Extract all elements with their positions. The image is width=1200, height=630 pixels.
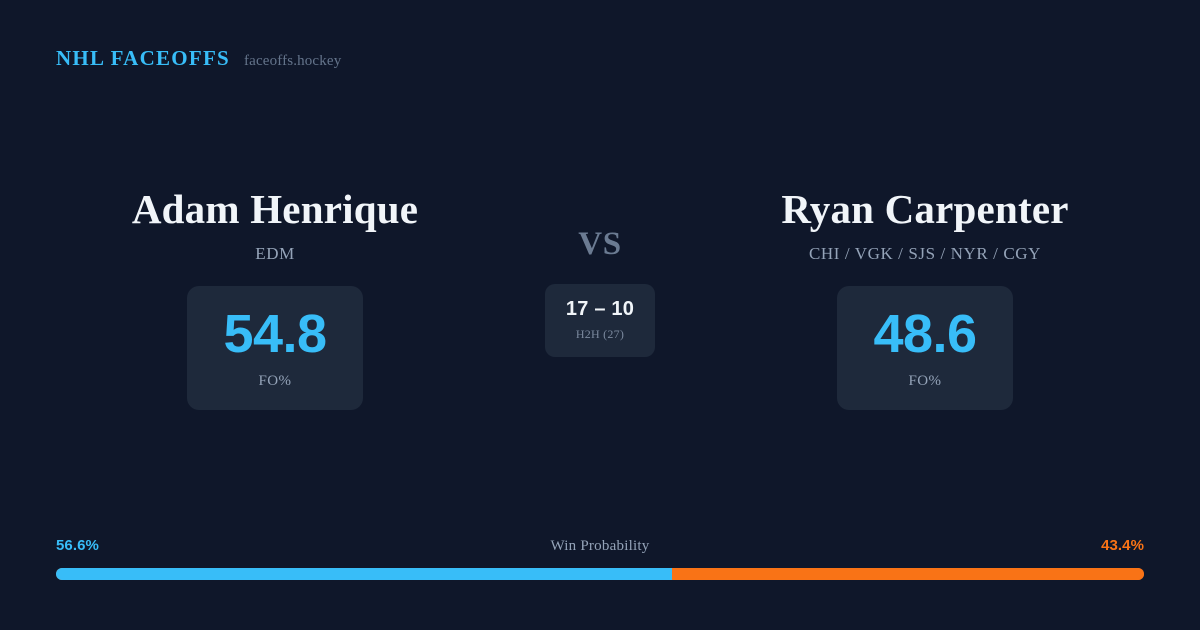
win-probability-bar bbox=[56, 568, 1144, 580]
player-right-teams: CHI / VGK / SJS / NYR / CGY bbox=[808, 244, 1042, 264]
brand-title: NHL FACEOFFS bbox=[56, 46, 230, 70]
site-domain: faceoffs.hockey bbox=[244, 53, 342, 69]
player-left-stat-label: FO% bbox=[258, 372, 292, 389]
matchup-row: Adam Henrique EDM 54.8 FO% VS 17 – 10 H2… bbox=[0, 186, 1200, 411]
win-probability-bar-left bbox=[56, 568, 672, 580]
player-left: Adam Henrique EDM 54.8 FO% bbox=[40, 186, 510, 411]
win-probability-left-pct: 56.6% bbox=[56, 537, 99, 554]
versus-column: VS 17 – 10 H2H (27) bbox=[510, 186, 690, 357]
player-left-faceoff-pct: 54.8 bbox=[223, 303, 327, 364]
player-left-teams: EDM bbox=[255, 244, 295, 264]
player-right-stat-label: FO% bbox=[908, 372, 942, 389]
versus-label: VS bbox=[578, 226, 622, 262]
win-probability-section: 56.6% Win Probability 43.4% bbox=[56, 537, 1144, 580]
win-probability-bar-right bbox=[671, 568, 1144, 580]
site-header: NHL FACEOFFS faceoffs.hockey bbox=[56, 46, 341, 71]
player-left-stat-card: 54.8 FO% bbox=[187, 286, 363, 411]
player-right: Ryan Carpenter CHI / VGK / SJS / NYR / C… bbox=[690, 186, 1160, 411]
win-probability-right-pct: 43.4% bbox=[1101, 537, 1144, 554]
head-to-head-card: 17 – 10 H2H (27) bbox=[545, 284, 655, 357]
win-probability-labels: 56.6% Win Probability 43.4% bbox=[56, 537, 1144, 557]
player-right-name: Ryan Carpenter bbox=[781, 186, 1069, 232]
player-right-faceoff-pct: 48.6 bbox=[873, 303, 977, 364]
player-right-stat-card: 48.6 FO% bbox=[837, 286, 1013, 411]
head-to-head-sublabel: H2H (27) bbox=[575, 327, 625, 341]
head-to-head-record: 17 – 10 bbox=[565, 298, 635, 320]
win-probability-title: Win Probability bbox=[550, 538, 650, 554]
player-left-name: Adam Henrique bbox=[131, 186, 419, 232]
